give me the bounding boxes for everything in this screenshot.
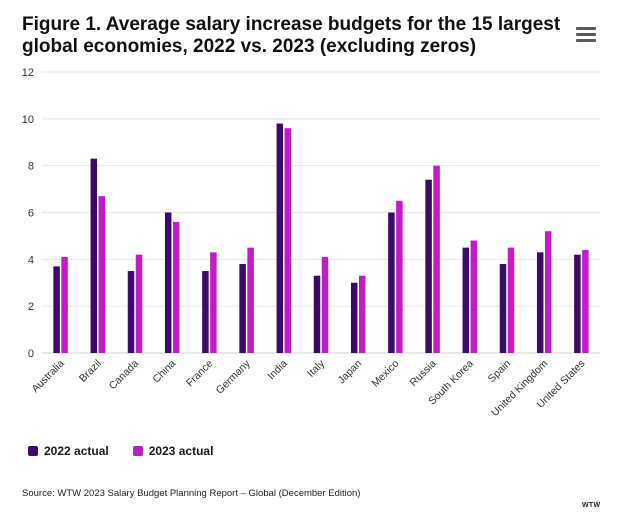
hamburger-menu-icon[interactable] — [576, 27, 596, 43]
x-tick-label: Brazil — [77, 358, 104, 385]
bar-2023-spain — [507, 247, 515, 353]
x-tick-label: India — [265, 358, 290, 383]
x-tick-label: Australia — [29, 358, 66, 395]
bar-2023-canada — [135, 254, 143, 353]
x-tick-label: France — [184, 358, 216, 390]
bar-2023-russia — [433, 165, 440, 353]
legend-item-2022[interactable]: 2022 actual — [28, 444, 109, 458]
chart-title: Figure 1. Average salary increase budget… — [22, 14, 561, 57]
bar-2023-brazil — [98, 196, 106, 353]
y-tick-label: 8 — [28, 161, 34, 173]
legend-swatch-2022 — [28, 446, 38, 456]
bar-2022-india — [276, 123, 284, 354]
x-tick-label: China — [150, 358, 178, 386]
menu-line — [576, 27, 596, 30]
bar-2022-france — [202, 271, 209, 353]
x-tick-label: Russia — [408, 358, 439, 389]
source-note: Source: WTW 2023 Salary Budget Planning … — [22, 488, 361, 499]
y-tick-label: 12 — [22, 67, 34, 79]
x-tick-label: Germany — [214, 357, 254, 397]
y-tick-label: 2 — [28, 301, 34, 313]
bar-chart: 0 2 4 6 8 10 12 Australia Brazil Canada China Franc… — [22, 67, 600, 419]
legend-label-2023: 2023 actual — [148, 444, 214, 458]
brand-label: WTW — [582, 502, 601, 509]
bar-2022-mexico — [388, 212, 395, 353]
bar-2023-china — [172, 221, 180, 353]
bar-2022-spain — [499, 264, 507, 353]
bar-2022-china — [164, 212, 172, 353]
x-tick-label: Spain — [486, 358, 514, 386]
bar-2023-australia — [61, 256, 68, 353]
bar-2023-france — [210, 252, 217, 353]
bar-2023-united-kingdom — [544, 231, 552, 353]
bar-2023-united-states — [582, 249, 589, 353]
bar-2023-india — [284, 128, 292, 353]
x-tick-label: Mexico — [370, 358, 402, 390]
bar-2023-mexico — [396, 200, 403, 353]
legend-label-2022: 2022 actual — [44, 444, 109, 458]
bar-2023-italy — [321, 256, 329, 353]
menu-line — [576, 39, 596, 42]
bar-2022-germany — [239, 264, 246, 353]
x-tick-label: Canada — [107, 358, 142, 393]
menu-line — [576, 33, 596, 36]
bar-2022-italy — [313, 275, 321, 353]
legend-item-2023[interactable]: 2023 actual — [132, 444, 214, 458]
bar-2022-south-korea — [462, 247, 470, 353]
x-tick-label: Japan — [336, 358, 365, 387]
bar-2023-germany — [247, 247, 254, 353]
x-tick-label: Italy — [305, 357, 328, 380]
bar-2022-japan — [350, 282, 358, 353]
bar-2023-south-korea — [470, 240, 478, 353]
bar-2023-japan — [358, 275, 366, 353]
y-tick-label: 0 — [28, 348, 34, 360]
y-tick-label: 10 — [22, 114, 34, 126]
chart-legend: 2022 actual 2023 actual — [28, 444, 213, 458]
y-tick-label: 4 — [28, 254, 34, 266]
bar-2022-canada — [127, 271, 135, 353]
bar-2022-australia — [53, 266, 60, 353]
bar-2022-united-states — [574, 254, 581, 353]
bar-2022-united-kingdom — [536, 252, 544, 353]
bar-2022-russia — [425, 179, 432, 353]
legend-swatch-2023 — [132, 446, 143, 456]
y-tick-label: 6 — [28, 208, 34, 220]
bar-2022-brazil — [90, 158, 98, 353]
